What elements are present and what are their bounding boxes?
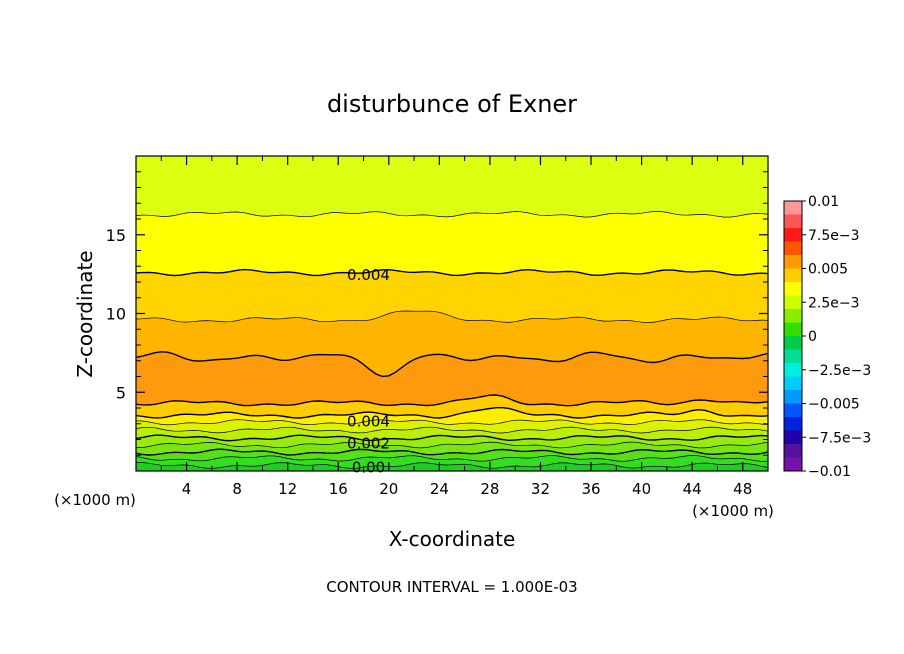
- y-axis-ticks: 5 10 15: [106, 171, 768, 456]
- colorbar-label: 0: [808, 329, 817, 345]
- contour-line: [135, 351, 769, 378]
- contour-labels: 0.004 0.004 0.002 0.00: [347, 266, 390, 476]
- colorbar-label: 2.5e−3: [808, 295, 860, 311]
- colorbar-segment: [784, 282, 802, 296]
- x-tick-label: 16: [329, 480, 348, 498]
- colorbar-segment: [784, 403, 802, 418]
- colorbar: [783, 200, 803, 472]
- contour-interval-footer: CONTOUR INTERVAL = 1.000E-03: [326, 578, 577, 596]
- colorbar-label: 0.005: [808, 262, 848, 278]
- x-tick-label: 48: [733, 480, 752, 498]
- contour-band: [135, 211, 769, 276]
- colorbar-segment: [784, 376, 802, 391]
- x-axis-ticks: 4 8 12 16 20 24 28 32 36 40 44 48: [160, 156, 752, 498]
- colorbar-segment: [784, 201, 802, 215]
- colorbar-segment: [784, 295, 802, 310]
- x-tick-label: 40: [632, 480, 651, 498]
- colorbar-segment: [784, 268, 802, 283]
- contour-label: 0.002: [347, 435, 390, 453]
- colorbar-label: −7.5e−3: [808, 430, 871, 446]
- contour-label: 0.004: [347, 413, 390, 431]
- colorbar-segment: [784, 228, 802, 242]
- contour-label: 0.00: [352, 458, 385, 476]
- contour-band: [135, 269, 769, 323]
- contour-line: [135, 211, 769, 218]
- colorbar-label: −2.5e−3: [808, 363, 871, 379]
- x-tick-label: 8: [232, 480, 242, 498]
- x-tick-label: 32: [531, 480, 550, 498]
- contour-label: 0.004: [347, 266, 390, 284]
- contour-line: [135, 448, 769, 456]
- colorbar-labels: 0.01 7.5e−3 0.005 2.5e−3 0 −2.5e−3 −0.005 −7.5e…: [802, 194, 871, 480]
- x-tick-label: 20: [379, 480, 398, 498]
- colorbar-segment: [784, 336, 802, 350]
- x-tick-label: 24: [430, 480, 449, 498]
- colorbar-segment: [784, 349, 802, 364]
- x-tick-label: 4: [182, 480, 192, 498]
- x-tick-label: 28: [480, 480, 499, 498]
- colorbar-label: 7.5e−3: [808, 228, 860, 244]
- contour-band: [135, 351, 769, 407]
- contour-line: [135, 419, 769, 426]
- y-tick-label: 10: [106, 305, 126, 324]
- colorbar-segment: [784, 444, 802, 458]
- x-tick-label: 12: [278, 480, 297, 498]
- contour-bands: [135, 155, 769, 472]
- colorbar-segment: [784, 417, 802, 431]
- y-axis-label: Z-coordinate: [73, 250, 97, 377]
- contour-line: [136, 441, 769, 449]
- y-tick-label: 5: [116, 383, 126, 402]
- colorbar-label: −0.005: [808, 397, 860, 413]
- x-tick-label: 36: [581, 480, 600, 498]
- contour-line: [135, 462, 769, 469]
- contour-lines: [135, 211, 769, 469]
- x-axis-label: X-coordinate: [389, 527, 516, 551]
- colorbar-segment: [784, 255, 802, 269]
- colorbar-segment: [784, 390, 802, 404]
- y-tick-label: 15: [106, 226, 126, 245]
- contour-line: [135, 268, 769, 277]
- contour-line: [135, 394, 769, 407]
- contour-line: [135, 426, 769, 434]
- x-unit-right: (×1000 m): [692, 502, 774, 520]
- colorbar-segment: [784, 309, 802, 323]
- colorbar-segment: [784, 322, 802, 337]
- colorbar-segment: [784, 363, 802, 377]
- colorbar-segment: [784, 241, 802, 256]
- contour-line: [135, 310, 769, 323]
- colorbar-segment: [784, 457, 802, 472]
- colorbar-segment: [784, 214, 802, 229]
- colorbar-segment: [784, 430, 802, 445]
- contour-line: [135, 455, 769, 462]
- x-tick-label: 44: [683, 480, 702, 498]
- x-unit-left: (×1000 m): [54, 491, 136, 509]
- contour-band: [135, 155, 769, 218]
- contour-line: [135, 407, 769, 419]
- colorbar-label: 0.01: [808, 194, 839, 210]
- contour-line: [135, 434, 769, 442]
- chart-title: disturbunce of Exner: [327, 90, 577, 118]
- colorbar-label: −0.01: [808, 464, 851, 480]
